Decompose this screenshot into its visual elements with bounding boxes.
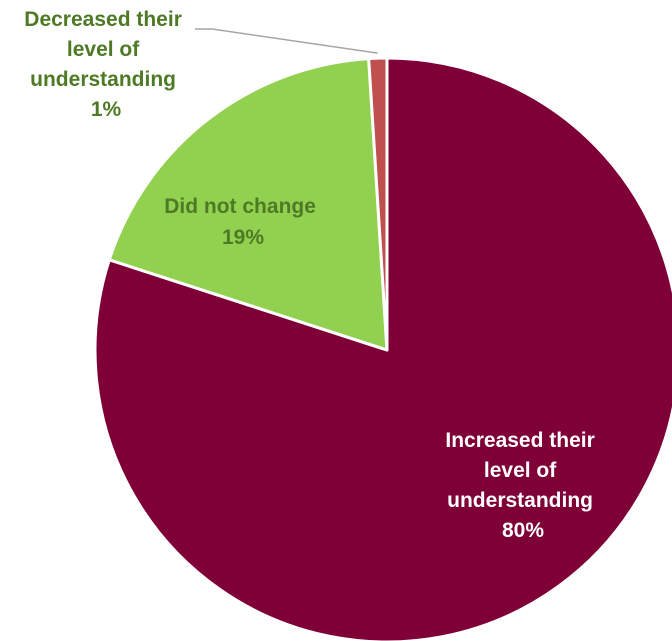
slice-label-increased-line-3: understanding [447,489,593,512]
slice-label-decreased-line-2: level of [67,38,140,61]
slice-label-decreased-line-3: understanding [30,68,176,91]
pie-slice-decreased [367,56,389,352]
pie-slices [93,56,672,641]
slice-label-decreased-line-1: Decreased their [24,8,182,31]
slice-label-increased-line-2: level of [484,459,557,482]
pie-slice-did-not-change [107,57,389,352]
slice-label-increased: Increased their level of understanding 8… [445,429,600,542]
slice-label-increased-line-1: Increased their [445,429,594,452]
slice-value-increased: 80% [502,519,544,542]
slice-label-did-not-change: Did not change 19% [164,195,322,249]
slice-value-decreased: 1% [91,98,122,121]
slice-value-did-not-change: 19% [222,226,264,249]
leader-line [195,28,378,54]
slice-label-decreased: Decreased their level of understanding 1… [24,8,187,121]
slice-label-did-not-change-line-1: Did not change [164,195,316,218]
